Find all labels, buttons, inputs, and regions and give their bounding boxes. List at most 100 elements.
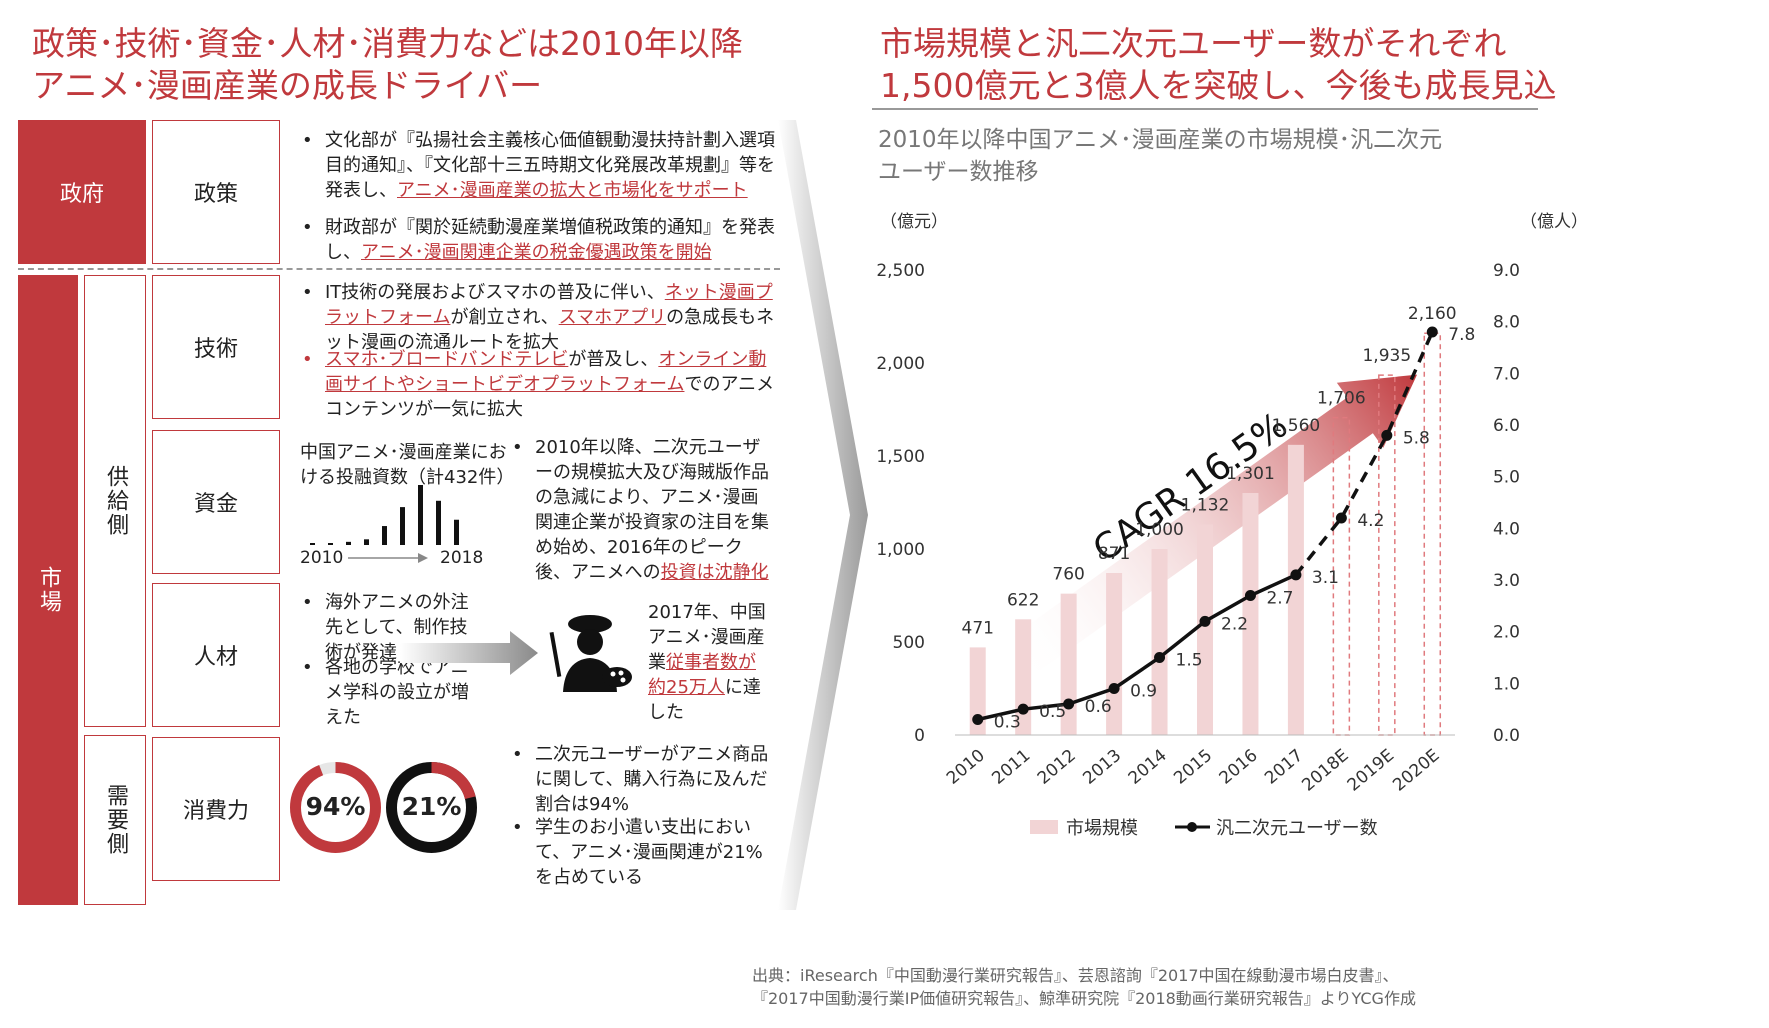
bar-label: 1,935: [1362, 346, 1411, 366]
consumption-bullet-2: 学生のお小遣い支出において、アニメ･漫画関連が21%を占めている: [535, 817, 763, 888]
y-right-tick: 3.0: [1493, 571, 1520, 591]
bar-market-2019E: [1378, 374, 1396, 736]
y-right-tick: 6.0: [1493, 416, 1520, 436]
bullet: •: [302, 217, 313, 238]
x-tick: 2014: [1125, 746, 1171, 789]
category-demand: 需要側: [84, 735, 146, 905]
funding-mini-chart: [310, 485, 459, 563]
divider-gov-market: [18, 268, 780, 270]
bar-market-2015: [1197, 524, 1213, 735]
tech-b2-text2: でのアニメコンテンツが一気に拡大: [325, 374, 775, 420]
bar-label: 2,160: [1408, 304, 1457, 324]
line-point: [1290, 569, 1302, 581]
x-tick: 2011: [988, 746, 1034, 789]
x-tick: 2018E: [1298, 746, 1352, 796]
line-label: 0.9: [1130, 682, 1157, 702]
y-right-tick: 8.0: [1493, 313, 1520, 333]
policy-bullet-2: 財政部が『関於延続動漫産業増値税政策的通知』を発表し、アニメ･漫画関連企業の税金…: [325, 215, 775, 265]
bar-market-2012: [1060, 593, 1077, 735]
consumption-bullet-1: 二次元ユーザーがアニメ商品に関して、購入行為に及んだ割合は94%: [535, 744, 769, 815]
x-tick: 2015: [1170, 746, 1216, 789]
bar-label: 1,301: [1226, 464, 1275, 484]
y-right-tick: 5.0: [1493, 468, 1520, 488]
row-policy-label: 政策: [193, 182, 238, 207]
bar-market-2010: [969, 647, 986, 735]
row-talent-label: 人材: [193, 645, 238, 670]
tech-b2-highlight2: オンライン動画サイトやショートビデオプラットフォーム: [325, 349, 767, 395]
chart-subtitle-line1: 2010年以降中国アニメ･漫画産業の市場規模･汎二次元: [878, 127, 1443, 153]
line-label: 0.5: [1039, 702, 1066, 722]
category-market-label: 市場: [36, 566, 61, 614]
policy-b1-highlight: アニメ･漫画産業の拡大と市場化をサポート: [397, 180, 748, 201]
category-market: 市場: [18, 275, 78, 905]
bullet: •: [302, 349, 313, 370]
x-tick: 2020E: [1389, 746, 1443, 796]
y-right-tick: 7.0: [1493, 364, 1520, 384]
main-chart: （億元） （億人） 0 500 1,000 1,500 2,000 2,500 0.0 1.0 2.…: [876, 212, 1588, 839]
policy-b2-text: 財政部が『関於延続動漫産業増値税政策的通知』を発表し、: [325, 217, 775, 263]
row-consumption: 消費力: [152, 737, 280, 881]
policy-b2-highlight: アニメ･漫画関連企業の税金優遇政策を開始: [361, 242, 712, 263]
line-point: [1063, 698, 1075, 710]
line-users-solid: [977, 573, 1297, 722]
y-left-tick: 1,500: [876, 447, 925, 467]
policy-b1-text: 文化部が『弘揚社会主義核心価値観動漫扶持計劃入選項目的通知』、『文化部十三五時期…: [325, 130, 775, 201]
line-label: 4.2: [1357, 511, 1384, 531]
category-gov-label: 政府: [59, 182, 104, 207]
legend-bar-label: 市場規模: [1066, 818, 1138, 839]
line-point: [972, 714, 984, 725]
funding-chart-end: 2018: [440, 548, 484, 568]
right-title-line2: 1,500億元と3億人を突破し、今後も成長見込: [880, 66, 1557, 105]
line-point: [1381, 429, 1393, 441]
donut-21-arc: [386, 762, 477, 853]
y-left-tick: 2,000: [876, 354, 925, 374]
talent-right-text: 2017年、中国アニメ･漫画産業従事者数が約25万人に達した: [648, 600, 768, 725]
bar-market-2014: [1151, 549, 1168, 735]
bullet: •: [512, 744, 523, 765]
bar-label: 760: [1052, 565, 1084, 585]
bullet: •: [512, 817, 523, 838]
funding-text-body: 2010年以降、二次元ユーザーの規模拡大及び海賊版作品の急減により、アニメ･漫画…: [535, 437, 769, 583]
bar-label: 1,000: [1135, 520, 1184, 540]
talent-arrow: [400, 631, 538, 675]
bar-label: 1,560: [1272, 416, 1321, 436]
funding-bar: [382, 526, 387, 545]
funding-bar: [328, 543, 333, 545]
bullet: •: [512, 437, 523, 458]
funding-text-highlight: 投資は沈静化: [660, 562, 769, 583]
policy-bullet-1: 文化部が『弘揚社会主義核心価値観動漫扶持計劃入選項目的通知』、『文化部十三五時期…: [325, 128, 775, 203]
funding-bar: [454, 519, 459, 545]
funding-text: 2010年以降、二次元ユーザーの規模拡大及び海賊版作品の急減により、アニメ･漫画…: [535, 435, 775, 585]
bar-market-2016: [1242, 493, 1259, 735]
bullet: •: [302, 592, 313, 613]
x-tick: 2012: [1034, 746, 1080, 789]
funding-chart-label: 中国アニメ･漫画産業における投融資数（計432件）: [300, 442, 515, 488]
funding-bar: [346, 541, 351, 545]
source-line2: 『2017中国動漫行業IP価値研究報告』、鯨準研究院『2018動画行業研究報告』…: [752, 989, 1416, 1008]
y-left-tick: 2,500: [876, 261, 925, 281]
category-demand-label: 需要側: [103, 784, 128, 856]
tech-b1-highlight1: ネット漫画プラットフォーム: [325, 282, 773, 328]
line-label: 2.7: [1266, 589, 1293, 609]
y-left-tick: 0: [914, 726, 925, 746]
funding-bar: [418, 485, 423, 545]
line-label: 7.8: [1448, 325, 1475, 345]
funding-bar: [436, 500, 441, 545]
y-right-tick: 4.0: [1493, 519, 1520, 539]
tech-bullet-2: スマホ･ブロードバンドテレビが普及し、オンライン動画サイトやショートビデオプラッ…: [325, 347, 775, 422]
line-label: 0.3: [994, 713, 1021, 733]
bar-market-2017: [1287, 444, 1304, 735]
bar-market-2018E: [1332, 416, 1351, 736]
line-label: 2.2: [1221, 614, 1248, 634]
row-talent: 人材: [152, 583, 280, 727]
row-funding-label: 資金: [193, 492, 238, 517]
line-point: [1244, 590, 1256, 601]
tech-b1-text3: の急成長もネット漫画の流通ルートを拡大: [325, 307, 775, 353]
left-title-line1: 政策･技術･資金･人材･消費力などは2010年以降: [32, 24, 743, 63]
line-users-dashed: [1294, 331, 1434, 576]
y-right-tick: 9.0: [1493, 261, 1520, 281]
y-right-tick: 2.0: [1493, 623, 1520, 643]
category-supply-label: 供給側: [103, 465, 128, 537]
category-supply: 供給側: [84, 275, 146, 727]
donut-94: [290, 762, 381, 853]
